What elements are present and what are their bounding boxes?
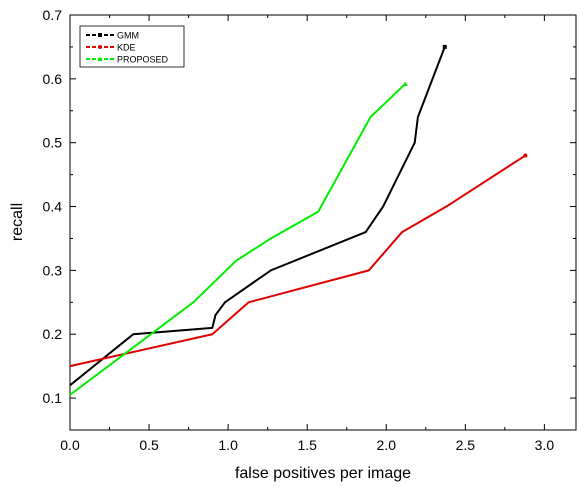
legend-item-kde: KDE [86,43,136,53]
series-gmm [69,44,447,387]
x-tick-label: 1.0 [218,437,238,453]
legend-marker-kde [98,45,102,49]
legend: GMM KDE PROPOSED [79,25,185,68]
series-proposed [69,81,408,396]
data-point-gmm [442,44,447,49]
y-axis-ticks: 0.1 0.2 0.3 0.4 0.5 0.6 0.7 [43,7,576,406]
legend-label-kde: KDE [117,43,136,53]
plot-frame [69,14,577,431]
y-tick-label: 0.7 [43,7,63,23]
legend-marker-proposed [97,56,103,61]
series-line-gmm [69,46,446,387]
legend-box [79,25,185,68]
data-point-kde [523,153,528,158]
x-tick-label: 2.0 [377,437,397,453]
series-layer [69,44,528,396]
series-line-proposed [69,83,406,396]
x-tick-label: 3.0 [535,437,555,453]
x-axis-ticks: 0.0 0.5 1.0 1.5 2.0 2.5 3.0 [60,15,554,453]
x-tick-label: 1.5 [297,437,317,453]
legend-label-proposed: PROPOSED [117,55,169,65]
x-tick-label: 0.0 [60,437,80,453]
x-tick-label: 0.5 [139,437,159,453]
series-line-kde [69,154,526,368]
y-tick-label: 0.1 [43,390,63,406]
legend-marker-gmm [98,33,102,37]
y-axis-title: recall [9,203,26,241]
y-tick-label: 0.5 [43,135,63,151]
legend-item-gmm: GMM [86,31,139,41]
x-tick-label: 2.5 [456,437,476,453]
y-tick-label: 0.6 [43,71,63,87]
legend-item-proposed: PROPOSED [86,55,169,65]
x-axis-title: false positives per image [235,465,411,482]
legend-label-gmm: GMM [117,31,139,41]
data-point-proposed [402,81,408,86]
y-tick-label: 0.2 [43,326,63,342]
y-tick-label: 0.4 [43,199,63,215]
y-tick-label: 0.3 [43,262,63,278]
series-kde [69,153,528,368]
